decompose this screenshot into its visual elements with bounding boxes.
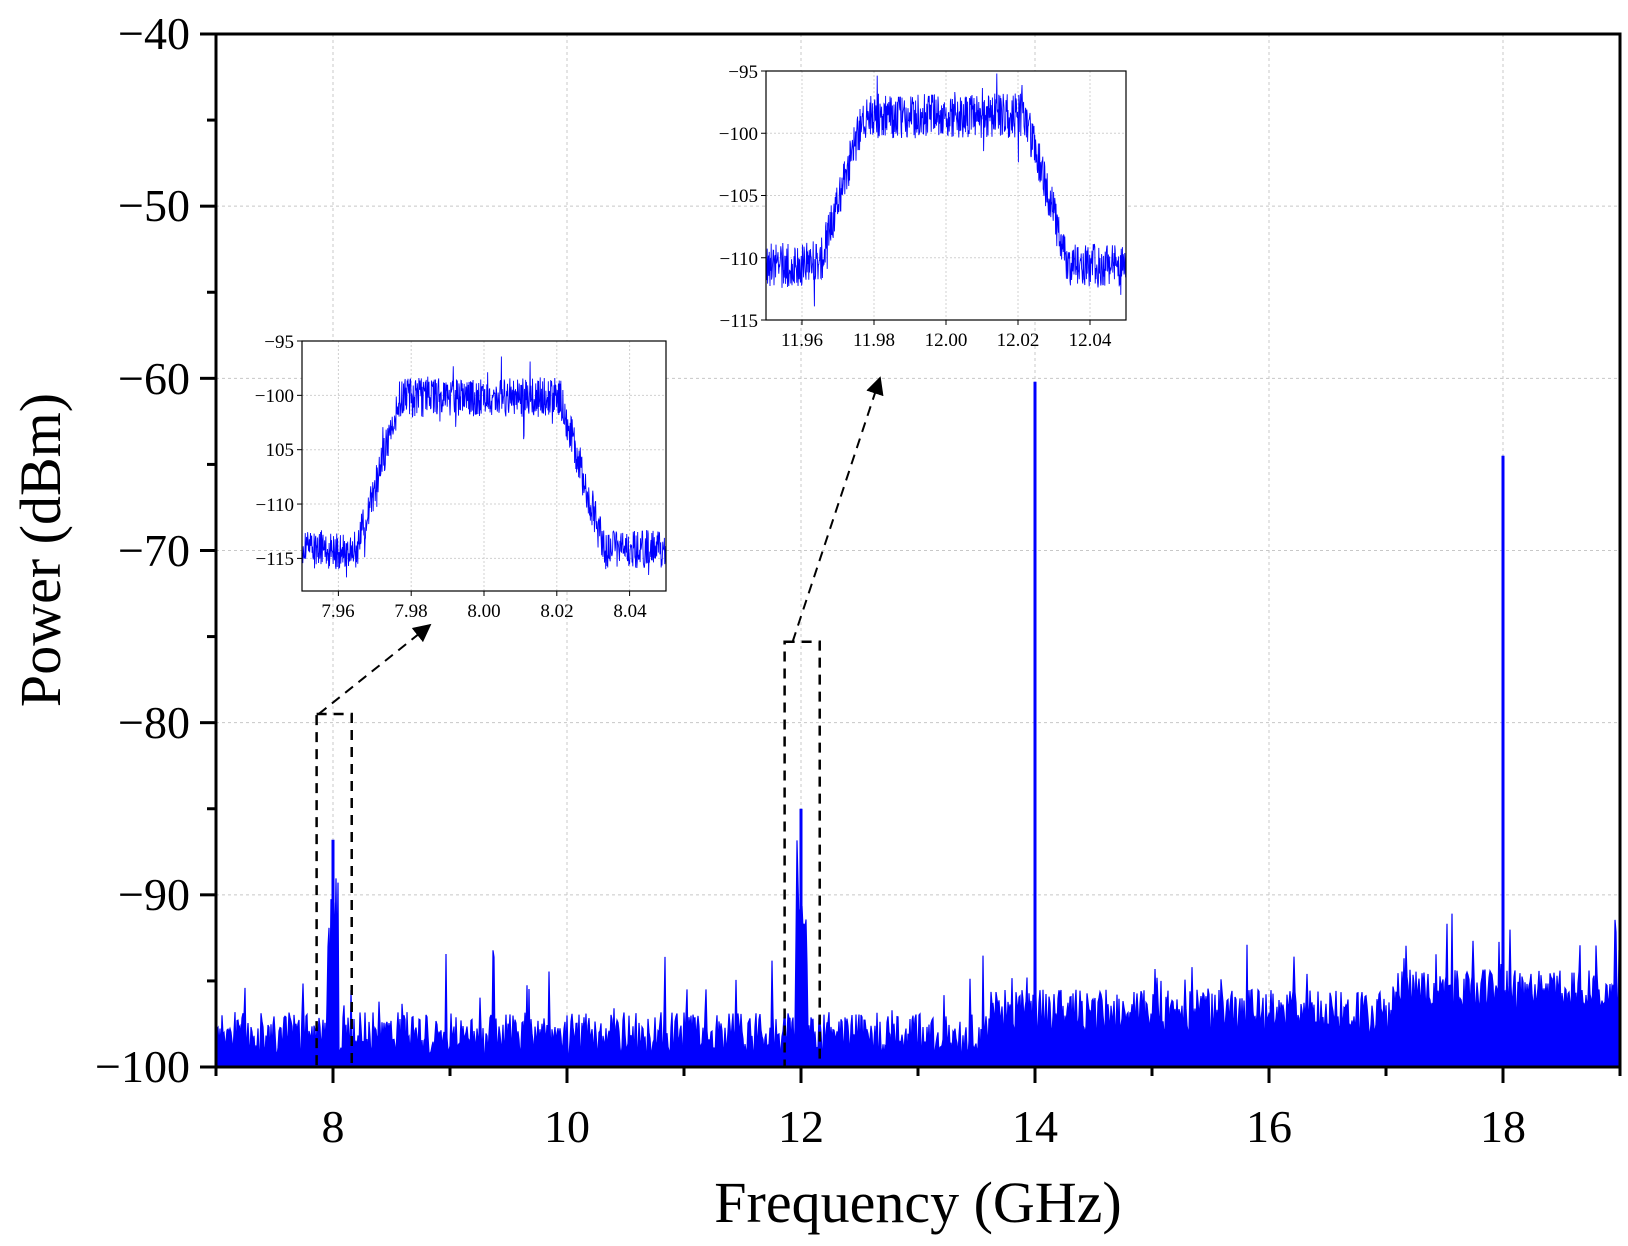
inset-12ghz-series xyxy=(766,73,1126,307)
zoom-box xyxy=(783,640,821,1069)
inset-12ghz-x-tick-label: 12.02 xyxy=(997,330,1040,351)
zoom-arrow xyxy=(791,376,884,643)
inset-12ghz-x-tick-label: 11.98 xyxy=(853,330,895,351)
inset-8ghz-x-tick-label: 7.98 xyxy=(394,601,427,622)
inset-8ghz: −95 −100 105 −110 −115 7.96 7.98 8.00 8.… xyxy=(255,332,667,622)
inset-12ghz-y-tick-label: −100 xyxy=(719,124,758,145)
inset-12ghz-ticks xyxy=(761,70,1091,325)
inset-12ghz-x-tick-label: 11.96 xyxy=(781,330,823,351)
y-tick-label: −50 xyxy=(118,180,190,231)
inset-8ghz-x-tick-label: 7.96 xyxy=(321,601,354,622)
inset-12ghz-y-tick-label: −105 xyxy=(719,186,758,207)
inset-12ghz: −95 −100 −105 −110 −115 11.96 11.98 12.0… xyxy=(719,62,1127,351)
inset-8ghz-y-tick-label: −100 xyxy=(255,386,294,407)
inset-8ghz-x-tick-label: 8.02 xyxy=(540,601,573,622)
inset-8ghz-y-tick-label: −115 xyxy=(255,549,294,570)
inset-12ghz-x-tick-label: 12.04 xyxy=(1069,330,1112,351)
inset-12ghz-y-tick-label: −95 xyxy=(728,62,758,83)
inset-8ghz-y-tick-label: 105 xyxy=(266,440,295,461)
zoom-arrow xyxy=(317,623,432,715)
x-tick-label: 8 xyxy=(322,1101,345,1152)
inset-8ghz-x-tick-label: 8.00 xyxy=(467,601,500,622)
y-tick-label: −70 xyxy=(118,525,190,576)
y-axis-title: Power (dBm) xyxy=(8,393,73,707)
x-tick-label: 12 xyxy=(778,1101,824,1152)
x-tick-label: 14 xyxy=(1012,1101,1058,1152)
main-axis-ticks xyxy=(200,32,1622,1083)
zoom-annotations xyxy=(315,376,884,1069)
inset-8ghz-trace xyxy=(302,356,666,578)
zoom-box xyxy=(315,712,353,1069)
inset-8ghz-ticks xyxy=(297,340,631,596)
inset-12ghz-y-tick-label: −115 xyxy=(719,311,758,332)
x-tick-label: 10 xyxy=(544,1101,590,1152)
inset-8ghz-x-tick-label: 8.04 xyxy=(613,601,647,622)
inset-8ghz-series xyxy=(302,356,666,578)
spectrum-trace xyxy=(216,381,1620,1067)
x-axis-title: Frequency (GHz) xyxy=(714,1170,1121,1235)
main-spectrum-series xyxy=(216,381,1620,1067)
inset-8ghz-y-tick-label: −110 xyxy=(255,495,294,516)
y-tick-label: −40 xyxy=(118,8,190,59)
inset-8ghz-y-tick-label: −95 xyxy=(264,332,294,353)
inset-12ghz-trace xyxy=(766,73,1126,307)
y-tick-label: −90 xyxy=(118,869,190,920)
y-tick-label: −80 xyxy=(118,697,190,748)
x-tick-label: 18 xyxy=(1480,1101,1526,1152)
inset-12ghz-y-tick-label: −110 xyxy=(719,249,758,270)
x-tick-label: 16 xyxy=(1246,1101,1292,1152)
y-tick-label: −100 xyxy=(95,1041,190,1092)
y-tick-label: −60 xyxy=(118,353,190,404)
inset-12ghz-x-tick-label: 12.00 xyxy=(925,330,968,351)
